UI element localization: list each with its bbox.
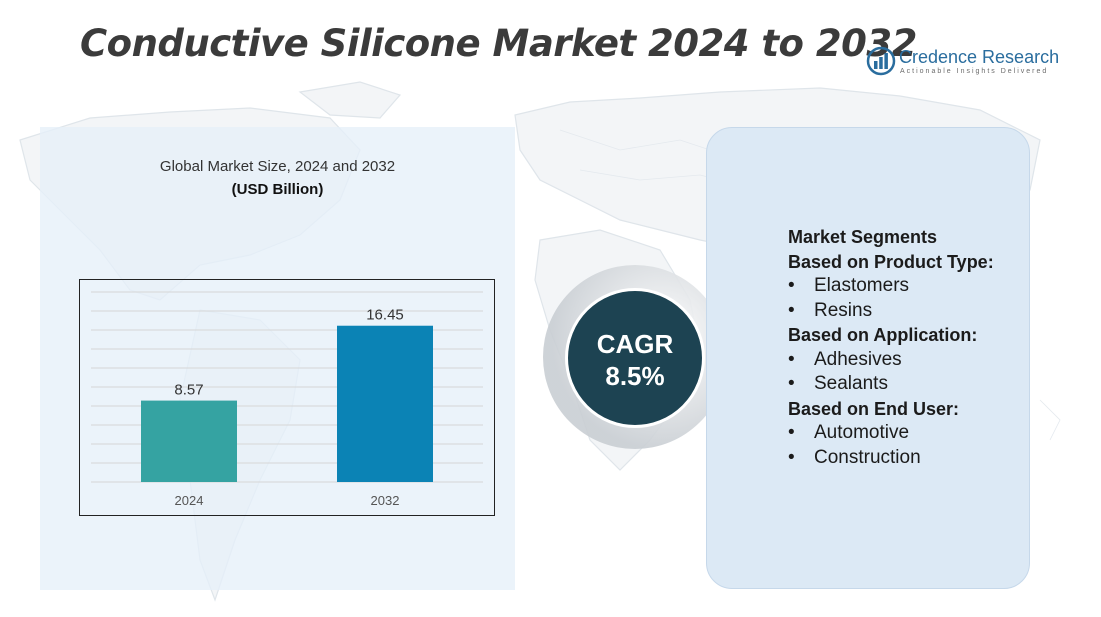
bar-chart: 8.57 16.45 2024 2032 <box>79 279 495 516</box>
segment-group-title: Based on Product Type: <box>788 251 994 272</box>
page-title: Conductive Silicone Market 2024 to 2032 <box>80 22 917 65</box>
segment-group-title: Based on End User: <box>788 398 960 419</box>
chart-frame <box>79 279 495 516</box>
market-segments: Market Segments Based on Product Type: •… <box>788 225 1048 470</box>
cagr-value: 8.5% <box>605 361 665 391</box>
bullet-icon: • <box>788 348 795 370</box>
segments-panel <box>706 127 1030 589</box>
segment-item-label: Elastomers <box>814 275 910 296</box>
bar-2032 <box>337 325 433 482</box>
segment-item: • Construction <box>788 446 1048 471</box>
bar-2024 <box>141 400 237 482</box>
segment-item-label: Resins <box>814 299 873 321</box>
segment-item-label: Construction <box>814 446 921 468</box>
segment-item: • Resins <box>788 299 1048 324</box>
chart-subtitle: (USD Billion) <box>231 181 324 198</box>
category-label-2024: 2024 <box>175 493 204 508</box>
segment-item-label: Automotive <box>814 422 910 443</box>
segment-item: • Elastomers <box>788 274 1048 299</box>
logo-name: Credence Research <box>899 47 1060 67</box>
segment-item-label: Adhesives <box>814 348 902 370</box>
credence-research-logo: Credence Research Actionable Insights De… <box>866 46 1060 80</box>
chart-title: Global Market Size, 2024 and 2032 <box>159 158 396 175</box>
logo-tagline: Actionable Insights Delivered <box>900 68 1049 75</box>
bullet-icon: • <box>788 422 795 443</box>
chart-bars <box>141 325 433 482</box>
segment-item: • Sealants <box>788 372 1048 397</box>
chart-panel <box>40 127 515 590</box>
logo-chart-icon <box>866 46 896 76</box>
cagr-badge: CAGR 8.5% <box>565 288 705 428</box>
bullet-icon: • <box>788 373 795 394</box>
chart-value-labels: 8.57 16.45 <box>174 307 403 399</box>
bullet-icon: • <box>788 299 795 321</box>
segment-item: • Adhesives <box>788 348 1048 373</box>
segment-group-title: Based on Application: <box>788 325 978 345</box>
bullet-icon: • <box>788 446 795 468</box>
chart-category-labels: 2024 2032 <box>175 493 400 508</box>
category-label-2032: 2032 <box>371 493 400 508</box>
bullet-icon: • <box>788 275 795 296</box>
value-label-2032: 16.45 <box>366 307 404 324</box>
segments-heading: Market Segments <box>788 227 938 247</box>
cagr-label: CAGR <box>596 329 674 359</box>
segment-item-label: Sealants <box>814 373 888 394</box>
segment-item: • Automotive <box>788 421 1048 446</box>
value-label-2024: 8.57 <box>174 382 203 399</box>
